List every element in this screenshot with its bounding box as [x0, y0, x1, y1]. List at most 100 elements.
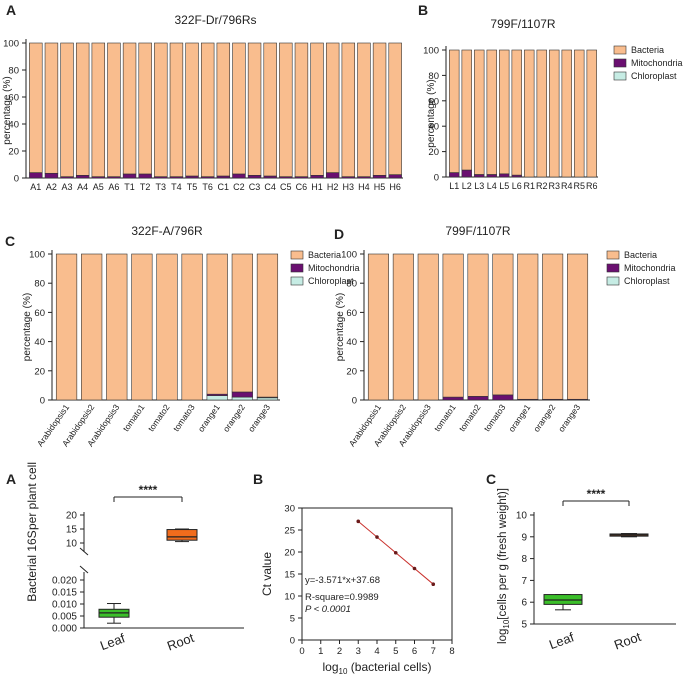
y-tick-label: 60 [8, 93, 19, 104]
legend-label-chloroplast: Chloroplast [624, 276, 670, 286]
panel-letter-D: D [334, 226, 344, 242]
x-tick-label: Leaf [98, 630, 127, 653]
x-tick-label: tomato2 [457, 402, 483, 433]
x-tick-label: tomato1 [121, 402, 147, 433]
bar-A3-bacteria [60, 42, 74, 177]
panel-letter-A: A [6, 2, 16, 18]
y-axis-label-sub: per plant cell [25, 462, 39, 530]
x-tick-label: L1 [449, 181, 459, 191]
y-tick-label: 60 [346, 308, 357, 319]
bar-orange3-bacteria [256, 253, 279, 398]
y-tick-label: 7 [521, 576, 527, 587]
y-axis-label: log10[cells per g (fresh weight)] [497, 488, 511, 644]
bar-T2-bacteria [138, 42, 152, 175]
bar-C6-bacteria [294, 42, 309, 177]
bar-A1-mitochondria [29, 172, 43, 179]
panel-letter-B: B [418, 2, 428, 18]
bar-tomato3-bacteria [492, 253, 514, 396]
x-tick-label: H4 [358, 182, 370, 192]
x-tick-label: orange1 [506, 402, 532, 434]
y-tick-label: 5 [290, 614, 295, 625]
y-tick-label: 20 [346, 366, 357, 377]
legend-swatch-chloroplast [613, 71, 627, 81]
y-tick-label: 60 [428, 96, 439, 107]
data-point [412, 566, 417, 571]
bar-A4-mitochondria [75, 175, 90, 179]
y-tick-label: 10 [66, 539, 78, 550]
bar-C5-bacteria [279, 42, 293, 177]
bar-T6-bacteria [200, 42, 215, 177]
x-tick-label: C6 [296, 182, 308, 192]
y-tick-label: 0.020 [52, 576, 77, 587]
y-axis-label: percentage (%) [335, 293, 346, 361]
x-tick-label: Root [612, 629, 643, 653]
x-tick-label: L3 [474, 181, 484, 191]
x-tick-label: L2 [462, 181, 472, 191]
x-tick-label: 3 [356, 646, 361, 657]
x-tick-label: A4 [77, 182, 88, 192]
y-tick-label: 20 [8, 147, 19, 158]
bar-orange2-chloroplast [231, 396, 253, 401]
bar-orange3-bacteria [567, 253, 589, 400]
bar-A4-bacteria [75, 42, 90, 176]
axis-break-mark-bottom [79, 565, 89, 574]
y-tick-label: 20 [428, 147, 439, 158]
x-axis-label-suffix: (bacterial cells) [347, 660, 431, 674]
bar-R5-bacteria [574, 49, 585, 178]
x-tick-label: 1 [318, 646, 323, 657]
bar-L4-mitochondria [486, 174, 497, 178]
x-tick-label: orange2 [531, 402, 557, 434]
plot-frame [301, 507, 453, 641]
bar-C4-bacteria [263, 42, 277, 177]
legend-swatch-chloroplast [290, 276, 304, 286]
bar-tomato1-bacteria [442, 253, 464, 398]
bar-L3-mitochondria [474, 174, 485, 178]
y-tick-label: 40 [346, 337, 357, 348]
bar-A5-bacteria [91, 42, 106, 177]
x-tick-label: 0 [299, 646, 304, 657]
bar-L5-mitochondria [499, 173, 510, 178]
bar-orange1-chloroplast [206, 395, 228, 401]
x-tick-label: C2 [233, 182, 245, 192]
y-tick-label: 80 [34, 279, 45, 290]
y-axis-label: percentage (%) [2, 76, 13, 144]
bar-L1-bacteria [449, 49, 460, 173]
y-tick-label: 80 [346, 279, 357, 290]
bar-orange2-mitochondria [231, 391, 253, 398]
x-tick-label: 2 [337, 646, 342, 657]
x-tick-label: orange3 [556, 402, 582, 434]
bar-H5-mitochondria [372, 175, 387, 179]
bar-H6-mitochondria [388, 174, 402, 179]
bar-C4-mitochondria [263, 175, 277, 179]
y-tick-label: 25 [284, 526, 295, 537]
x-tick-label: Root [165, 630, 196, 654]
x-tick-label: T3 [156, 182, 167, 192]
bar-tomato2-bacteria [467, 253, 489, 397]
x-tick-label: R2 [536, 181, 548, 191]
bar-orange1-bacteria [517, 253, 539, 400]
panel-B-title: 799F/1107R [490, 17, 555, 31]
legend-swatch-bacteria [606, 250, 620, 260]
bar-L2-bacteria [461, 49, 472, 171]
regression-equation: y=-3.571*x+37.68 [305, 575, 380, 586]
bar-tomato2-mitochondria [467, 396, 489, 401]
y-tick-label: 10 [516, 511, 528, 522]
x-tick-label: H2 [327, 182, 339, 192]
bar-H6-bacteria [388, 42, 402, 175]
bar-A6-bacteria [107, 42, 121, 177]
y-tick-label: 5 [521, 620, 527, 631]
y-tick-label: 0.000 [52, 624, 77, 635]
x-tick-label: 4 [374, 646, 379, 657]
y-tick-label: 30 [284, 504, 295, 515]
bar-R1-bacteria [524, 49, 535, 178]
panel-letter-bottom-C: C [486, 471, 496, 487]
bar-tomato1-mitochondria [442, 396, 464, 401]
box-root [166, 529, 198, 541]
legend-swatch-bacteria [613, 45, 627, 55]
bar-R6-bacteria [586, 49, 597, 178]
y-tick-label: 15 [284, 570, 295, 581]
bar-tomato3-bacteria [181, 253, 203, 401]
bar-H3-bacteria [341, 42, 356, 177]
panel-D-title: 799F/1107R [445, 224, 510, 238]
bar-tomato2-bacteria [156, 253, 178, 401]
